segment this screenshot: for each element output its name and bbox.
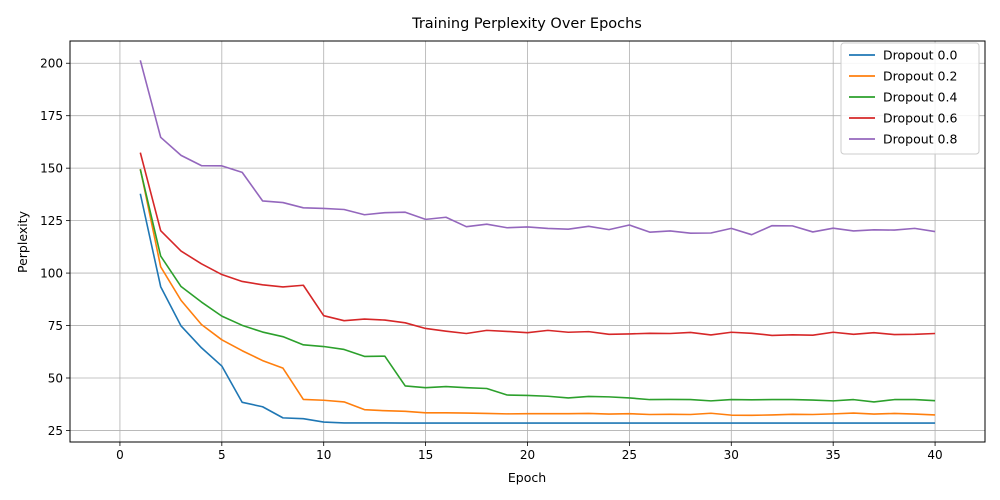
series-line-4 xyxy=(139,60,936,236)
legend: Dropout 0.0 Dropout 0.2 Dropout 0.4 Dropout… xyxy=(840,42,980,155)
chart-title: Training Perplexity Over Epochs xyxy=(411,16,642,32)
x-tick-label: 20 xyxy=(520,448,535,462)
legend-label: Dropout 0.8 xyxy=(883,132,957,147)
y-tick-label: 50 xyxy=(48,371,63,385)
y-axis-label: Perplexity xyxy=(15,210,30,273)
x-tick-label: 30 xyxy=(724,448,739,462)
series-line-1 xyxy=(139,168,936,417)
x-axis-ticks: 0 5 10 15 20 25 30 35 40 xyxy=(116,442,943,462)
series-line-3 xyxy=(139,152,936,337)
legend-box xyxy=(840,42,980,155)
x-tick-label: 0 xyxy=(116,448,124,462)
y-tick-label: 150 xyxy=(40,161,63,175)
x-tick-label: 35 xyxy=(826,448,841,462)
x-tick-label: 15 xyxy=(418,448,433,462)
x-axis-label: Epoch xyxy=(508,470,546,485)
series-lines xyxy=(139,60,936,424)
y-tick-label: 200 xyxy=(40,57,63,71)
x-tick-label: 40 xyxy=(927,448,942,462)
y-axis-ticks: 25 50 75 100 125 150 175 200 xyxy=(40,57,70,438)
legend-label: Dropout 0.2 xyxy=(883,69,957,84)
y-tick-label: 175 xyxy=(40,109,63,123)
x-tick-label: 5 xyxy=(218,448,226,462)
legend-label: Dropout 0.0 xyxy=(883,48,957,63)
y-tick-label: 75 xyxy=(48,319,63,333)
y-tick-label: 25 xyxy=(48,424,63,438)
y-tick-label: 125 xyxy=(40,214,63,228)
series-line-2 xyxy=(139,169,936,403)
series-line-0 xyxy=(139,193,936,424)
legend-label: Dropout 0.4 xyxy=(883,90,957,105)
legend-label: Dropout 0.6 xyxy=(883,111,957,126)
x-tick-label: 25 xyxy=(622,448,637,462)
x-tick-label: 10 xyxy=(316,448,331,462)
y-tick-label: 100 xyxy=(40,266,63,280)
